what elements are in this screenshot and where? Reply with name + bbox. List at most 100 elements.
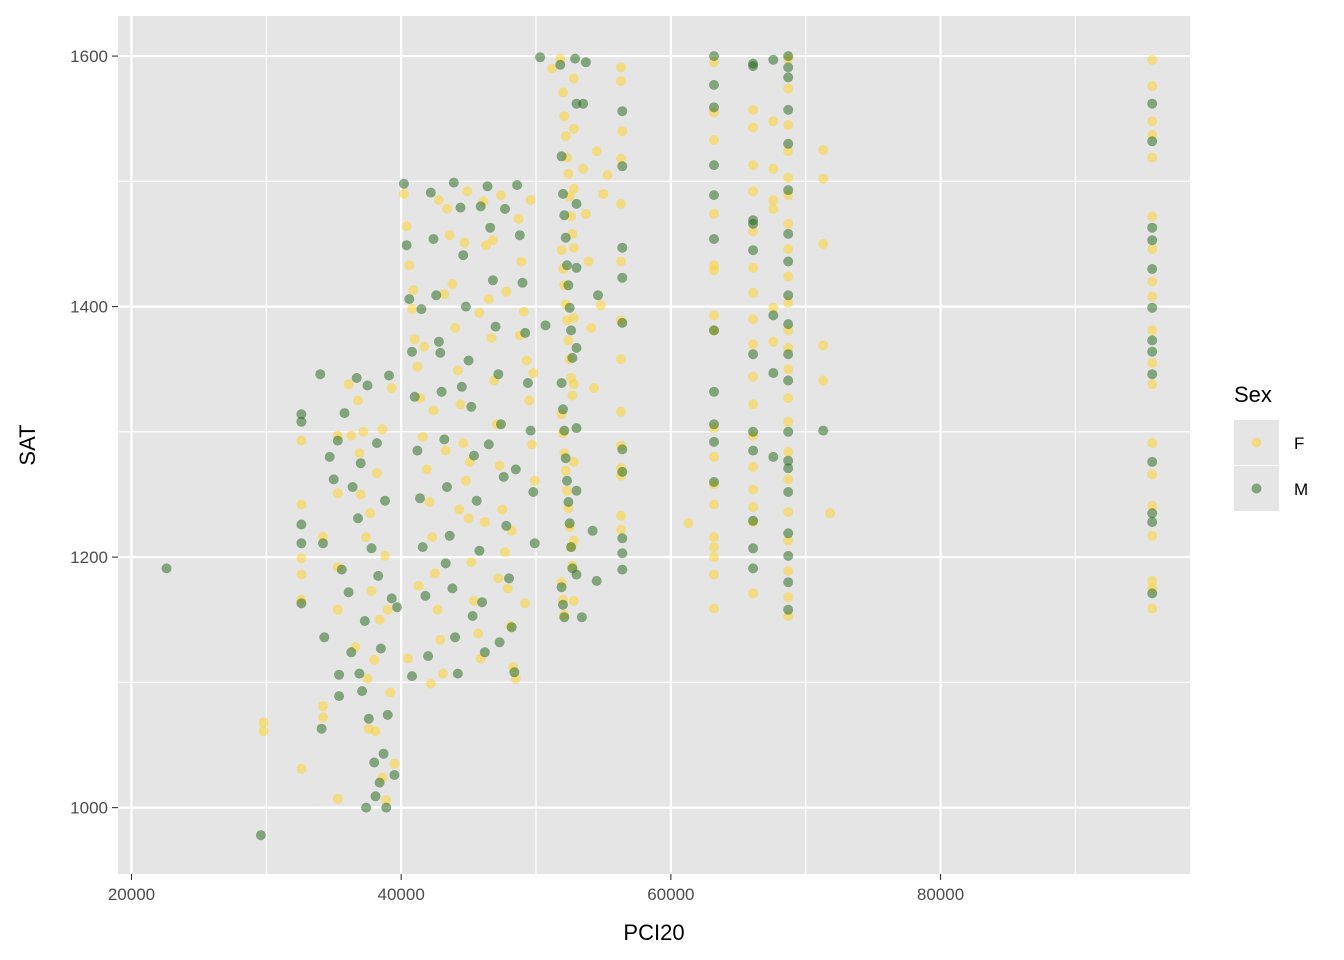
data-point <box>404 260 415 271</box>
data-point <box>559 425 570 436</box>
data-point <box>343 587 354 598</box>
data-point <box>408 285 419 296</box>
data-point <box>296 499 307 510</box>
data-point <box>571 342 582 353</box>
data-point <box>617 548 628 559</box>
data-point <box>568 379 579 390</box>
data-point <box>425 678 436 689</box>
data-point <box>818 425 829 436</box>
legend-key-f <box>1251 437 1262 448</box>
data-point <box>463 513 474 524</box>
data-point <box>374 614 385 625</box>
data-point <box>415 493 425 504</box>
data-point <box>346 430 357 441</box>
data-point <box>748 445 759 456</box>
data-point <box>571 569 582 580</box>
data-point <box>510 464 521 475</box>
data-point <box>783 364 794 375</box>
data-point <box>450 632 461 643</box>
data-point <box>513 213 524 224</box>
data-point <box>433 195 444 206</box>
data-point <box>709 451 719 462</box>
data-point <box>459 237 470 248</box>
data-point <box>602 170 613 181</box>
data-point <box>369 757 380 768</box>
data-point <box>580 208 591 219</box>
data-point <box>1147 438 1158 449</box>
data-point <box>683 518 694 529</box>
data-point <box>447 279 458 289</box>
data-point <box>571 198 582 209</box>
data-point <box>563 497 574 507</box>
data-point <box>466 557 477 568</box>
data-point <box>616 510 626 521</box>
data-point <box>416 304 427 315</box>
data-point <box>1147 575 1158 586</box>
data-point <box>439 289 450 300</box>
data-point <box>616 354 626 365</box>
data-point <box>428 405 439 416</box>
data-point <box>748 399 759 410</box>
data-point <box>512 180 523 191</box>
data-point <box>477 597 488 608</box>
data-point <box>818 145 829 155</box>
data-point <box>516 256 527 267</box>
data-point <box>452 365 463 376</box>
data-point <box>748 588 759 599</box>
data-point <box>494 637 505 648</box>
data-point <box>370 726 381 737</box>
data-point <box>568 242 579 253</box>
data-point <box>1147 588 1158 599</box>
data-point <box>768 54 779 65</box>
data-point <box>460 301 471 312</box>
data-point <box>417 431 428 442</box>
data-point <box>497 504 508 515</box>
data-point <box>483 294 494 305</box>
data-point <box>514 230 525 241</box>
data-point <box>709 499 719 510</box>
data-point <box>479 517 490 527</box>
data-point <box>709 79 719 90</box>
data-point <box>161 563 172 574</box>
data-point <box>783 185 794 196</box>
data-point <box>370 791 381 802</box>
data-point <box>436 386 447 397</box>
data-point <box>591 146 602 157</box>
data-point <box>389 758 400 769</box>
data-point <box>404 294 415 305</box>
data-point <box>440 558 451 569</box>
data-point <box>366 543 377 554</box>
data-point <box>709 603 719 614</box>
data-point <box>570 53 581 64</box>
data-point <box>428 234 439 244</box>
data-point <box>1147 508 1158 519</box>
data-point <box>454 504 465 515</box>
data-point <box>521 355 532 366</box>
data-point <box>617 317 628 328</box>
data-point <box>332 435 343 446</box>
data-point <box>529 475 540 486</box>
data-point <box>559 210 570 221</box>
data-point <box>458 250 469 261</box>
data-point <box>768 195 779 206</box>
data-point <box>617 466 628 477</box>
data-point <box>429 568 440 579</box>
data-point <box>748 186 759 197</box>
data-point <box>358 426 369 437</box>
data-point <box>783 577 794 588</box>
data-point <box>487 235 498 246</box>
x-tick-label: 80000 <box>917 885 964 904</box>
data-point <box>1147 358 1158 368</box>
data-point <box>783 426 794 437</box>
data-point <box>783 146 794 157</box>
y-tick-label: 1600 <box>70 47 108 66</box>
data-point <box>438 668 448 679</box>
data-point <box>463 355 474 366</box>
data-point <box>435 634 446 645</box>
data-point <box>616 524 626 535</box>
data-point <box>748 262 759 273</box>
data-point <box>748 287 759 298</box>
data-point <box>783 604 794 615</box>
data-point <box>616 153 626 164</box>
